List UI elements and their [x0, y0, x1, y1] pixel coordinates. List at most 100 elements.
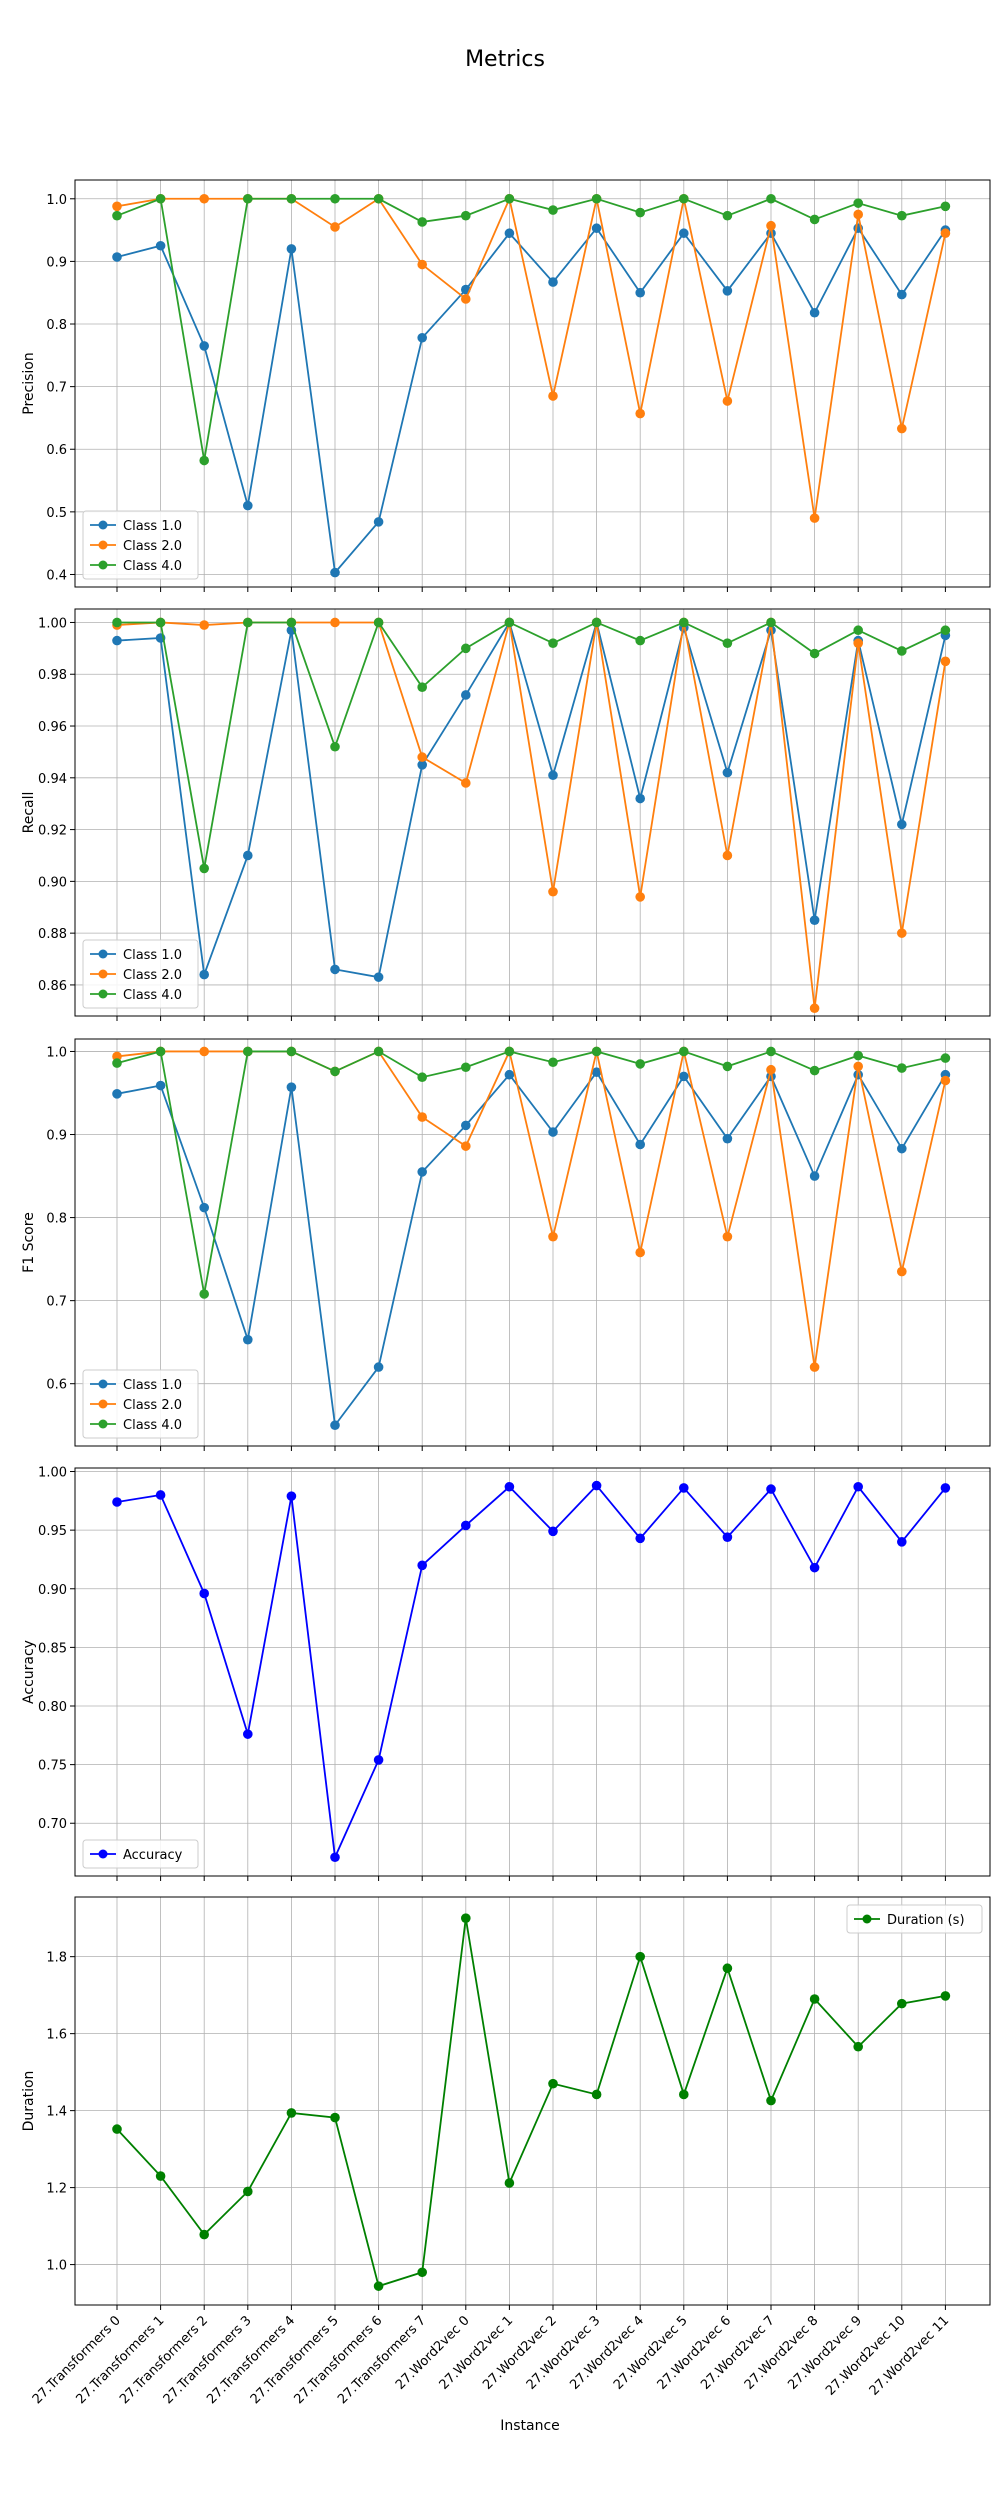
- data-point: [722, 850, 733, 861]
- data-point: [504, 193, 515, 204]
- data-point: [199, 455, 209, 466]
- y-tick-label: 0.70: [38, 1817, 67, 1832]
- data-point: [112, 1497, 122, 1507]
- y-tick-label: 0.6: [46, 1378, 67, 1393]
- data-point: [897, 1063, 907, 1073]
- y-axis-label: Recall: [21, 792, 37, 834]
- legend-box: [82, 939, 199, 1009]
- legend: Class 1.0 Class 2.0 Class 4.0: [82, 1369, 199, 1439]
- data-point: [461, 210, 471, 221]
- data-point: [591, 223, 602, 234]
- data-point: [897, 819, 907, 830]
- data-point: [155, 617, 166, 628]
- legend-marker: [98, 540, 108, 550]
- data-point: [417, 682, 428, 692]
- data-point: [766, 1064, 776, 1075]
- y-tick-label: 1.0: [46, 1045, 67, 1060]
- data-point: [243, 617, 253, 628]
- data-point: [330, 964, 340, 975]
- data-point: [591, 617, 602, 628]
- y-tick-label: 1.00: [38, 616, 67, 631]
- legend-marker: [98, 520, 108, 530]
- data-point: [461, 294, 471, 304]
- data-point: [199, 1289, 209, 1299]
- data-point: [330, 2112, 340, 2123]
- data-point: [940, 228, 951, 239]
- y-tick-label: 0.9: [46, 1129, 67, 1144]
- data-point: [548, 1057, 558, 1068]
- legend-marker: [98, 969, 108, 979]
- data-point: [722, 1963, 733, 1974]
- data-point: [243, 1046, 253, 1057]
- data-point: [809, 214, 820, 225]
- data-point: [766, 617, 776, 628]
- data-point: [548, 638, 558, 648]
- legend-marker: [98, 1419, 108, 1429]
- legend-label: Class 4.0: [123, 1418, 182, 1433]
- data-point: [635, 793, 645, 804]
- data-point: [853, 209, 863, 220]
- data-point: [243, 500, 253, 511]
- data-point: [155, 1490, 166, 1500]
- figure-title: Metrics: [465, 47, 545, 72]
- axes-frame: [74, 1038, 991, 1447]
- legend-marker: [98, 1379, 108, 1389]
- legend-marker: [98, 989, 108, 999]
- y-tick-label: 1.0: [46, 193, 67, 208]
- data-point: [809, 915, 820, 926]
- data-point: [461, 1913, 471, 1923]
- axes-frame: [74, 1467, 991, 1877]
- legend-marker: [862, 1914, 872, 1924]
- data-point: [373, 193, 384, 204]
- legend: Duration (s): [846, 1904, 983, 1934]
- data-point: [635, 287, 645, 298]
- data-point: [766, 2095, 776, 2106]
- data-point: [199, 1202, 209, 1213]
- y-axis-label: Duration: [21, 2071, 37, 2132]
- data-point: [461, 643, 471, 654]
- series-line: [116, 226, 947, 575]
- y-tick-label: 0.85: [38, 1641, 67, 1656]
- axes-frame: [74, 608, 991, 1017]
- data-point: [897, 210, 907, 221]
- data-point: [635, 1247, 645, 1258]
- data-point: [461, 778, 471, 788]
- data-point: [722, 1532, 733, 1542]
- data-point: [548, 886, 558, 897]
- data-point: [417, 752, 428, 762]
- data-point: [853, 638, 863, 648]
- series-line: [116, 197, 946, 461]
- data-point: [809, 1562, 820, 1573]
- data-point: [286, 2108, 297, 2118]
- data-point: [940, 1053, 951, 1063]
- data-point: [417, 2267, 428, 2278]
- data-point: [722, 396, 733, 406]
- data-point: [286, 1046, 297, 1057]
- data-point: [504, 1069, 515, 1080]
- data-point: [897, 646, 907, 656]
- y-tick-label: 0.6: [46, 443, 67, 458]
- data-point: [199, 969, 209, 980]
- series-line: [116, 1918, 946, 2288]
- data-point: [112, 617, 122, 628]
- subplot-accuracy: 0.70 0.75 0.80 0.85 0.90 0.95 1.00 Accuracy Accu…: [21, 1466, 991, 1881]
- data-point: [112, 1058, 122, 1068]
- data-point: [940, 1991, 951, 2001]
- data-point: [112, 2124, 122, 2134]
- data-point: [199, 193, 209, 204]
- y-tick-label: 0.88: [38, 927, 67, 942]
- data-point: [809, 1171, 820, 1181]
- y-tick-label: 0.86: [38, 979, 67, 994]
- data-point: [155, 240, 166, 251]
- data-point: [243, 2186, 253, 2197]
- x-axis-label: Instance: [500, 2418, 560, 2434]
- legend-marker: [98, 949, 108, 959]
- data-point: [417, 217, 428, 227]
- data-point: [722, 638, 733, 648]
- data-point: [766, 1046, 776, 1057]
- series-line: [117, 620, 946, 869]
- axes-frame: [74, 1896, 991, 2306]
- data-point: [330, 1852, 340, 1863]
- data-point: [417, 1560, 428, 1571]
- data-point: [679, 1046, 689, 1057]
